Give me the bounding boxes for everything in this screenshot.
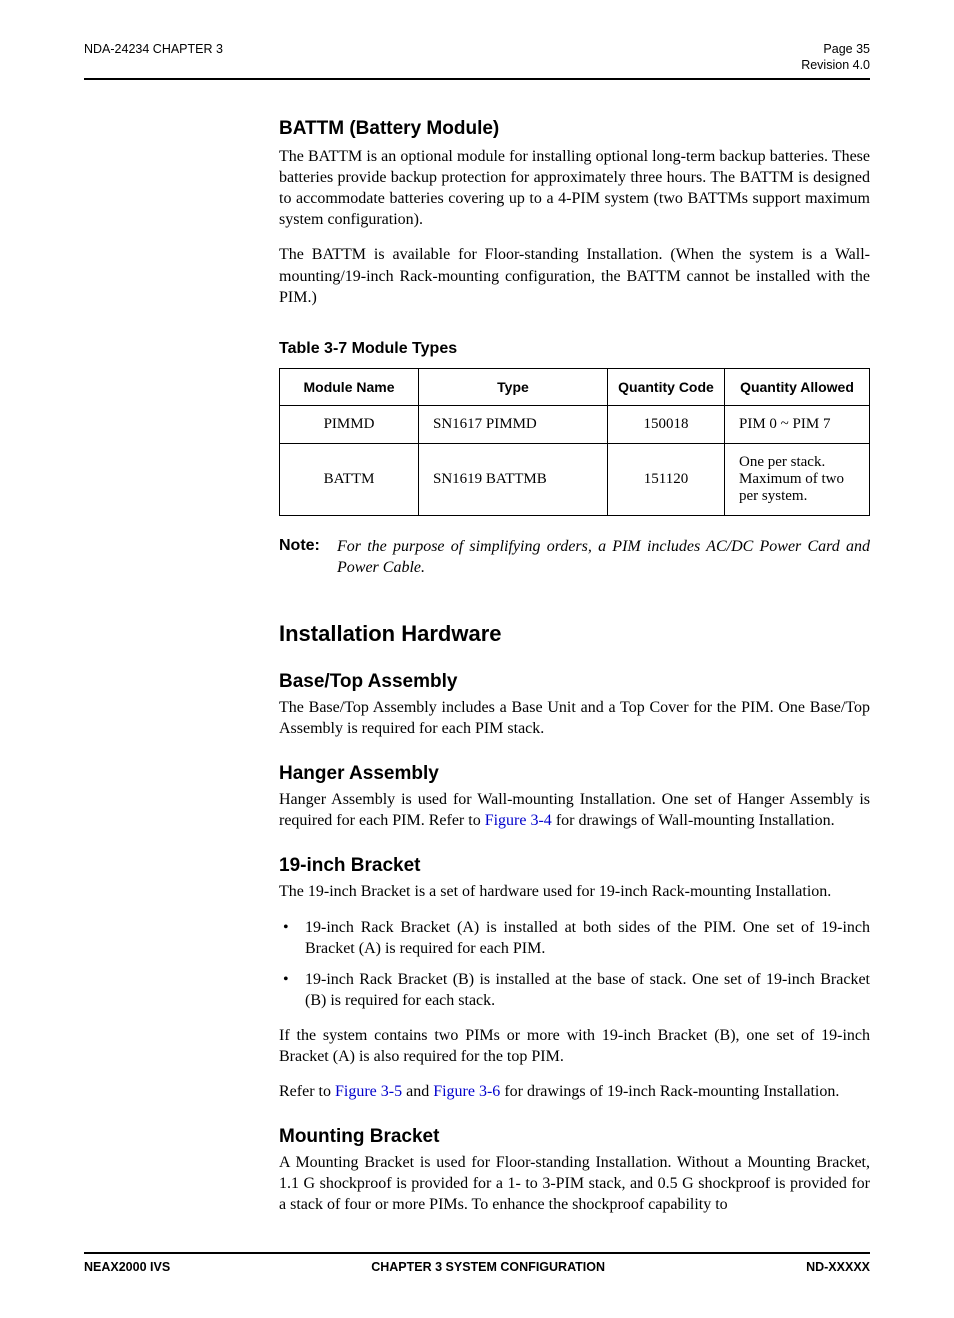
text-fragment: for drawings of 19-inch Rack-mounting In… xyxy=(500,1083,839,1100)
bracket19-paragraph-2: If the system contains two PIMs or more … xyxy=(279,1025,870,1067)
col-type: Type xyxy=(419,368,608,405)
battm-paragraph-2: The BATTM is available for Floor-standin… xyxy=(279,244,870,307)
footer-center: CHAPTER 3 SYSTEM CONFIGURATION xyxy=(170,1260,806,1274)
text-fragment: and xyxy=(402,1083,433,1100)
footer-rule xyxy=(84,1252,870,1254)
col-qty-allowed: Quantity Allowed xyxy=(725,368,870,405)
cell: One per stack. Maximum of two per system… xyxy=(725,443,870,515)
mounting-bracket-paragraph: A Mounting Bracket is used for Floor-sta… xyxy=(279,1152,870,1215)
page-header: NDA-24234 CHAPTER 3 Page 35 xyxy=(84,42,870,56)
text-fragment: Refer to xyxy=(279,1083,335,1100)
link-figure-3-6[interactable]: Figure 3-6 xyxy=(433,1083,500,1100)
cell: SN1619 BATTMB xyxy=(419,443,608,515)
subsection-19in-bracket: 19-inch Bracket xyxy=(279,855,870,877)
list-item: 19-inch Rack Bracket (B) is installed at… xyxy=(279,969,870,1011)
cell: BATTM xyxy=(280,443,419,515)
table-row: BATTM SN1619 BATTMB 151120 One per stack… xyxy=(280,443,870,515)
cell: PIMMD xyxy=(280,405,419,443)
table-row: PIMMD SN1617 PIMMD 150018 PIM 0 ~ PIM 7 xyxy=(280,405,870,443)
section-title-battm: BATTM (Battery Module) xyxy=(279,118,870,140)
header-rule xyxy=(84,78,870,80)
link-figure-3-4[interactable]: Figure 3-4 xyxy=(485,812,552,829)
header-right: Page 35 xyxy=(823,42,870,56)
footer-right: ND-XXXXX xyxy=(806,1260,870,1274)
section-title-install-hw: Installation Hardware xyxy=(279,621,870,647)
link-figure-3-5[interactable]: Figure 3-5 xyxy=(335,1083,402,1100)
text-fragment: for drawings of Wall-mounting Installati… xyxy=(552,812,835,829)
cell: 150018 xyxy=(608,405,725,443)
header-revision: Revision 4.0 xyxy=(801,58,870,72)
col-module-name: Module Name xyxy=(280,368,419,405)
refer-paragraph: Refer to Figure 3-5 and Figure 3-6 for d… xyxy=(279,1081,870,1102)
note-text: For the purpose of simplifying orders, a… xyxy=(337,536,870,579)
table-header-row: Module Name Type Quantity Code Quantity … xyxy=(280,368,870,405)
cell: 151120 xyxy=(608,443,725,515)
header-left: NDA-24234 CHAPTER 3 xyxy=(84,42,223,56)
hanger-paragraph: Hanger Assembly is used for Wall-mountin… xyxy=(279,789,870,831)
subsection-hanger: Hanger Assembly xyxy=(279,763,870,785)
cell: PIM 0 ~ PIM 7 xyxy=(725,405,870,443)
page-footer: NEAX2000 IVS CHAPTER 3 SYSTEM CONFIGURAT… xyxy=(84,1260,870,1274)
note: Note: For the purpose of simplifying ord… xyxy=(279,536,870,579)
list-item: 19-inch Rack Bracket (A) is installed at… xyxy=(279,917,870,959)
note-label: Note: xyxy=(279,537,337,579)
subsection-base-top: Base/Top Assembly xyxy=(279,671,870,693)
col-qty-code: Quantity Code xyxy=(608,368,725,405)
page-subheader: Revision 4.0 xyxy=(84,58,870,72)
battm-paragraph-1: The BATTM is an optional module for inst… xyxy=(279,146,870,230)
bracket19-paragraph: The 19-inch Bracket is a set of hardware… xyxy=(279,881,870,902)
footer-left: NEAX2000 IVS xyxy=(84,1260,170,1274)
bracket19-list: 19-inch Rack Bracket (A) is installed at… xyxy=(279,917,870,1011)
table-title: Table 3-7 Module Types xyxy=(279,340,870,358)
base-top-paragraph: The Base/Top Assembly includes a Base Un… xyxy=(279,697,870,739)
module-types-table: Module Name Type Quantity Code Quantity … xyxy=(279,368,870,516)
subsection-mounting-bracket: Mounting Bracket xyxy=(279,1126,870,1148)
cell: SN1617 PIMMD xyxy=(419,405,608,443)
